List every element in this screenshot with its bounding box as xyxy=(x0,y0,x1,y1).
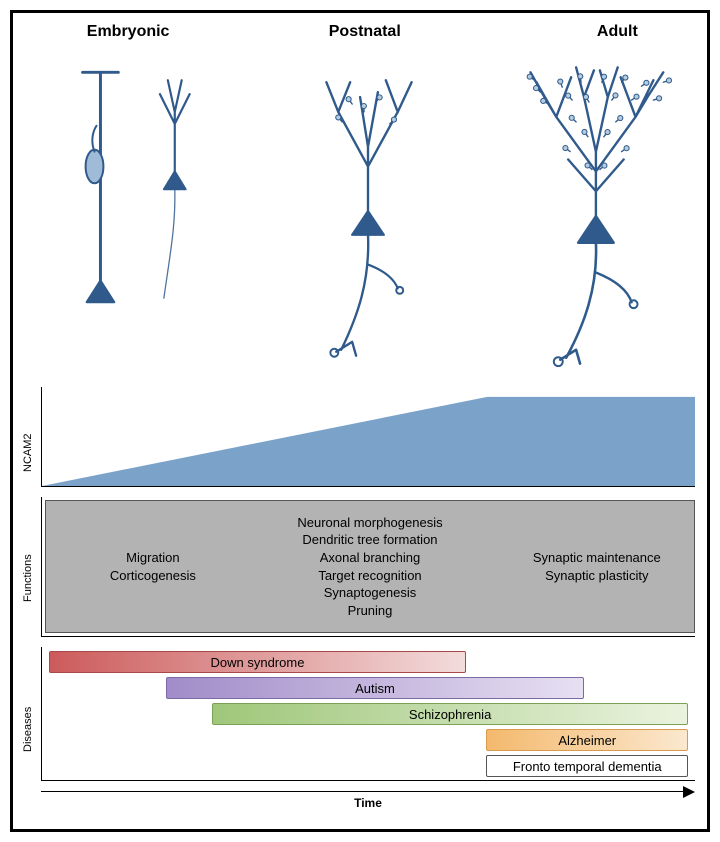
disease-bar: Down syndrome xyxy=(49,651,467,673)
diseases-axis-label: Diseases xyxy=(22,707,34,752)
disease-bar: Alzheimer xyxy=(486,729,688,751)
time-axis-arrowhead xyxy=(683,786,695,798)
disease-bar: Schizophrenia xyxy=(212,703,689,725)
ncam2-expression-plot: NCAM2 xyxy=(41,387,695,487)
functions-content: MigrationCorticogenesisNeuronal morphoge… xyxy=(45,500,695,633)
functions-column: Neuronal morphogenesisDendritic tree for… xyxy=(240,514,499,619)
stage-header: Adult xyxy=(597,23,638,41)
time-axis-line xyxy=(41,791,685,792)
functions-axis-label: Functions xyxy=(22,554,34,602)
ncam2-axis-label: NCAM2 xyxy=(22,433,34,472)
neurons-svg xyxy=(41,51,695,381)
ncam2-wedge xyxy=(42,387,695,486)
functions-panel: Functions MigrationCorticogenesisNeurona… xyxy=(41,497,695,637)
time-axis: Time xyxy=(41,789,695,817)
time-axis-label: Time xyxy=(354,796,382,810)
disease-bar: Autism xyxy=(166,677,584,699)
neuron-illustration-row xyxy=(41,51,695,381)
stage-header: Postnatal xyxy=(329,23,401,41)
development-diagram: Embryonic Postnatal Adult xyxy=(10,10,710,832)
stage-header: Embryonic xyxy=(87,23,170,41)
disease-bar: Fronto temporal dementia xyxy=(486,755,688,777)
diseases-panel: Diseases Down syndromeAutismSchizophreni… xyxy=(41,647,695,781)
functions-column: Synaptic maintenanceSynaptic plasticity xyxy=(500,549,694,584)
functions-column: MigrationCorticogenesis xyxy=(65,549,240,584)
stage-headers: Embryonic Postnatal Adult xyxy=(41,23,695,45)
